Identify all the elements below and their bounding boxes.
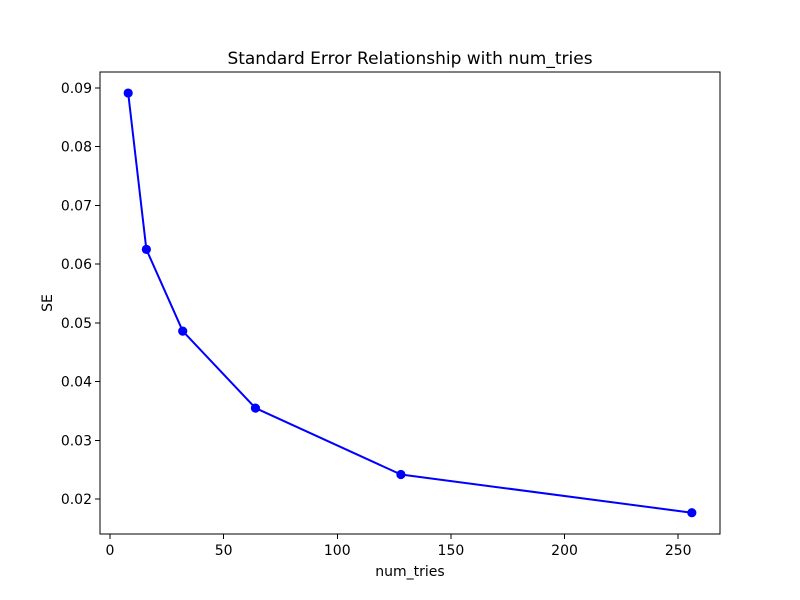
y-tick-label: 0.06: [61, 257, 92, 273]
axis-ticks: 0 50 100 150 200 250 0.02 0.03 0.04 0.05 0.06 0.07 0…: [61, 81, 692, 559]
data-point: [141, 244, 151, 254]
x-tick-label: 0: [106, 543, 115, 559]
x-tick-label: 150: [438, 543, 465, 559]
series-group: [123, 88, 697, 518]
data-point: [250, 403, 261, 413]
chart-title: Standard Error Relationship with num_tri…: [227, 49, 592, 69]
data-point: [396, 469, 406, 480]
y-tick-label: 0.02: [61, 492, 92, 508]
y-tick-label: 0.09: [61, 81, 92, 97]
data-point: [687, 508, 697, 518]
y-axis-label: SE: [40, 294, 56, 312]
data-point: [178, 326, 188, 336]
plot-area: [99, 71, 721, 535]
y-tick-label: 0.08: [61, 140, 92, 156]
x-tick-label: 250: [665, 543, 692, 559]
x-tick-label: 100: [324, 543, 351, 559]
y-tick-label: 0.05: [61, 316, 92, 332]
x-tick-label: 50: [215, 543, 233, 559]
series-line: [127, 92, 693, 514]
y-tick-label: 0.07: [61, 198, 92, 214]
y-tick-label: 0.03: [61, 433, 92, 449]
y-tick-label: 0.04: [61, 375, 92, 391]
x-tick-label: 200: [551, 543, 578, 559]
x-axis-label: num_tries: [375, 564, 444, 580]
data-point: [123, 88, 133, 98]
